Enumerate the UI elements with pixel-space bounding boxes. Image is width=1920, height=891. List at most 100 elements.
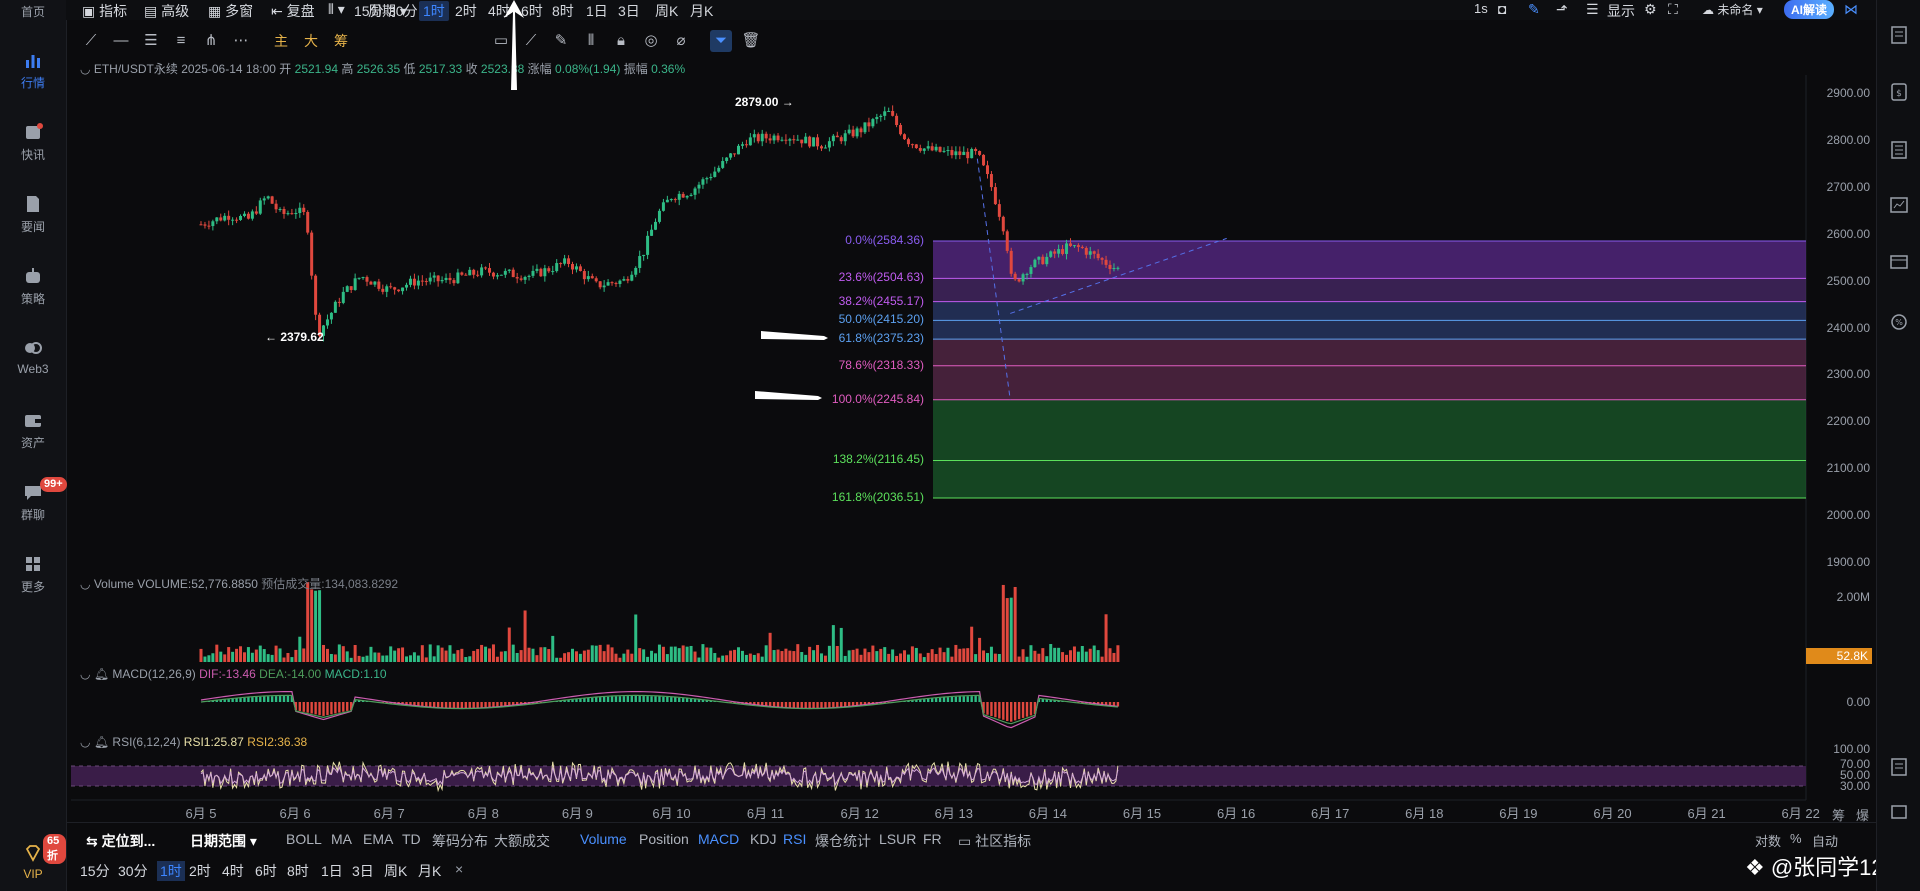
parallel-channel-tool-icon[interactable]: ☰ bbox=[144, 32, 158, 49]
chip-axis-label[interactable]: 筹 bbox=[1832, 808, 1846, 823]
close-interval-bar-button[interactable]: × bbox=[455, 861, 464, 877]
trades-icon[interactable] bbox=[1889, 140, 1909, 160]
nav-item-chat[interactable]: 群聊 bbox=[0, 482, 66, 523]
symbol-name[interactable]: ETH/USDT永续 bbox=[93, 62, 178, 76]
ruler-icon[interactable]: ⟋ bbox=[525, 32, 537, 49]
indicator-tab[interactable]: FR bbox=[923, 831, 942, 847]
collapse-icon[interactable]: ◡ bbox=[80, 735, 91, 749]
interval-9[interactable]: 周K bbox=[655, 3, 679, 19]
interval-bar-item[interactable]: 1时 bbox=[157, 861, 185, 881]
share-icon[interactable]: ⋈ bbox=[1844, 1, 1858, 17]
interval-bar-item[interactable]: 30分 bbox=[118, 863, 148, 879]
bell-icon[interactable]: 🔔︎ bbox=[93, 735, 110, 749]
indicator-tab[interactable]: LSUR bbox=[879, 831, 917, 847]
interval-1[interactable]: 30分 bbox=[388, 3, 418, 19]
brush-icon[interactable]: ✎ bbox=[554, 32, 568, 49]
fib-trend-line[interactable] bbox=[976, 158, 1011, 400]
layers-icon[interactable] bbox=[1889, 802, 1909, 822]
interval-bar-item[interactable]: 月K bbox=[418, 863, 442, 879]
calculator-icon[interactable]: % bbox=[1889, 312, 1909, 332]
community-indicators-button[interactable]: ▭ 社区指标 bbox=[958, 833, 1032, 849]
trend-line[interactable] bbox=[1010, 237, 1227, 314]
nav-item-bar-chart[interactable]: 行情 bbox=[0, 50, 66, 91]
notes-icon[interactable] bbox=[1889, 757, 1909, 777]
price-chart[interactable] bbox=[66, 0, 1876, 891]
bell-icon[interactable]: 🔔︎ bbox=[93, 667, 110, 681]
interval-bar-item[interactable]: 3日 bbox=[352, 863, 374, 879]
indicator-tab[interactable]: 大额成交 bbox=[494, 833, 550, 849]
interval-bar-item[interactable]: 2时 bbox=[189, 863, 211, 879]
interval-4[interactable]: 4时 bbox=[488, 3, 510, 19]
indicator-tab[interactable]: KDJ bbox=[750, 831, 777, 847]
advanced-button[interactable]: ▤ 高级 bbox=[144, 3, 190, 19]
interval-6[interactable]: 8时 bbox=[552, 3, 574, 19]
liquidation-axis-label[interactable]: 爆 bbox=[1856, 808, 1870, 823]
date-range-button[interactable]: 日期范围 ▾ bbox=[190, 833, 257, 849]
period-button[interactable]: 周期 ▾ bbox=[368, 3, 407, 19]
fibonacci-retracement[interactable] bbox=[933, 240, 1806, 499]
gear-icon[interactable]: ⚙ bbox=[1644, 1, 1657, 17]
interval-8[interactable]: 3日 bbox=[618, 3, 640, 19]
replay-button[interactable]: ⇤ 复盘 bbox=[271, 3, 315, 19]
nav-item-grid-more[interactable]: 更多 bbox=[0, 554, 66, 595]
indicator-tab[interactable]: Volume bbox=[580, 831, 627, 847]
trendline-tool-icon[interactable]: ⟋ bbox=[85, 32, 97, 49]
indicator-tab[interactable]: TD bbox=[402, 831, 421, 847]
collapse-icon[interactable]: ◡ bbox=[80, 62, 91, 76]
filter-icon[interactable]: ⏷ bbox=[710, 30, 732, 52]
interval-3[interactable]: 2时 bbox=[455, 3, 477, 19]
watchlist-icon[interactable] bbox=[1889, 25, 1909, 45]
speed-label[interactable]: 1s bbox=[1474, 1, 1488, 16]
nav-vip[interactable]: VIP bbox=[0, 843, 66, 881]
indicator-tab[interactable]: RSI bbox=[783, 831, 807, 847]
nav-home[interactable]: 首页 bbox=[20, 5, 45, 19]
nav-item-news-flash[interactable]: 快讯 bbox=[0, 122, 66, 163]
interval-bar-item[interactable]: 1日 bbox=[321, 863, 343, 879]
more-tools-icon[interactable]: ⋯ bbox=[233, 32, 249, 49]
measure-icon[interactable]: ⫴ bbox=[587, 32, 595, 49]
auto-scale-toggle[interactable]: 自动 bbox=[1812, 834, 1839, 849]
nav-item-robot[interactable]: 策略 bbox=[0, 266, 66, 307]
horizontal-line-tool-icon[interactable]: — bbox=[113, 32, 129, 49]
percent-scale-toggle[interactable]: % bbox=[1790, 831, 1802, 846]
log-scale-toggle[interactable]: 对数 bbox=[1755, 834, 1782, 849]
interval-bar-item[interactable]: 15分 bbox=[80, 863, 110, 879]
layout-select[interactable]: ☁ 未命名 ▾ bbox=[1702, 3, 1763, 17]
indicator-tab[interactable]: 爆仓统计 bbox=[815, 833, 871, 849]
trash-icon[interactable]: 🗑︎ bbox=[741, 32, 761, 49]
indicator-tab[interactable]: MA bbox=[331, 831, 352, 847]
indicator-tab[interactable]: Position bbox=[639, 831, 689, 847]
magnet-icon[interactable]: ◎ bbox=[644, 32, 658, 49]
data-panel-icon[interactable] bbox=[1889, 252, 1909, 272]
interval-0[interactable]: 15分 bbox=[354, 3, 384, 19]
hide-drawings-icon[interactable]: ⌀ bbox=[676, 32, 686, 49]
indicator-tab[interactable]: MACD bbox=[698, 831, 740, 847]
nav-item-wallet[interactable]: 资产 bbox=[0, 410, 66, 451]
interval-2[interactable]: 1时 bbox=[419, 1, 449, 21]
export-icon[interactable]: ⬏ bbox=[1556, 1, 1568, 17]
nav-item-document[interactable]: 要闻 bbox=[0, 194, 66, 235]
indicator-button[interactable]: ▣ 指标 bbox=[82, 3, 128, 19]
interval-bar-item[interactable]: 6时 bbox=[255, 863, 277, 879]
multi-window-button[interactable]: ▦ 多窗 bbox=[208, 3, 254, 19]
main-chart-button[interactable]: 主 bbox=[274, 33, 288, 49]
pen-icon[interactable]: ✎ bbox=[1528, 1, 1540, 17]
indicator-tab[interactable]: EMA bbox=[363, 831, 394, 847]
camera-icon[interactable]: ◘ bbox=[1498, 1, 1507, 17]
locate-button[interactable]: ⇆ 定位到... bbox=[86, 833, 156, 849]
indicator-tab[interactable]: BOLL bbox=[286, 831, 322, 847]
interval-5[interactable]: 6时 bbox=[521, 3, 543, 19]
nav-item-web3[interactable]: Web3 bbox=[0, 338, 66, 376]
lock-icon[interactable]: 🔒︎ bbox=[617, 32, 625, 49]
pitchfork-tool-icon[interactable]: ⋔ bbox=[204, 32, 218, 49]
collapse-icon[interactable]: ◡ bbox=[80, 577, 91, 591]
rectangle-tool-icon[interactable]: ▭ bbox=[493, 32, 509, 49]
indicator-tab[interactable]: 筹码分布 bbox=[432, 833, 488, 849]
depth-chart-icon[interactable] bbox=[1889, 195, 1909, 215]
interval-7[interactable]: 1日 bbox=[586, 3, 608, 19]
interval-10[interactable]: 月K bbox=[690, 3, 714, 19]
collapse-icon[interactable]: ◡ bbox=[80, 667, 91, 681]
fib-tool-icon[interactable]: ≡ bbox=[176, 32, 186, 49]
large-order-button[interactable]: 大 bbox=[304, 33, 318, 49]
chart-type-button[interactable]: ⫴ ▾ bbox=[328, 1, 345, 17]
